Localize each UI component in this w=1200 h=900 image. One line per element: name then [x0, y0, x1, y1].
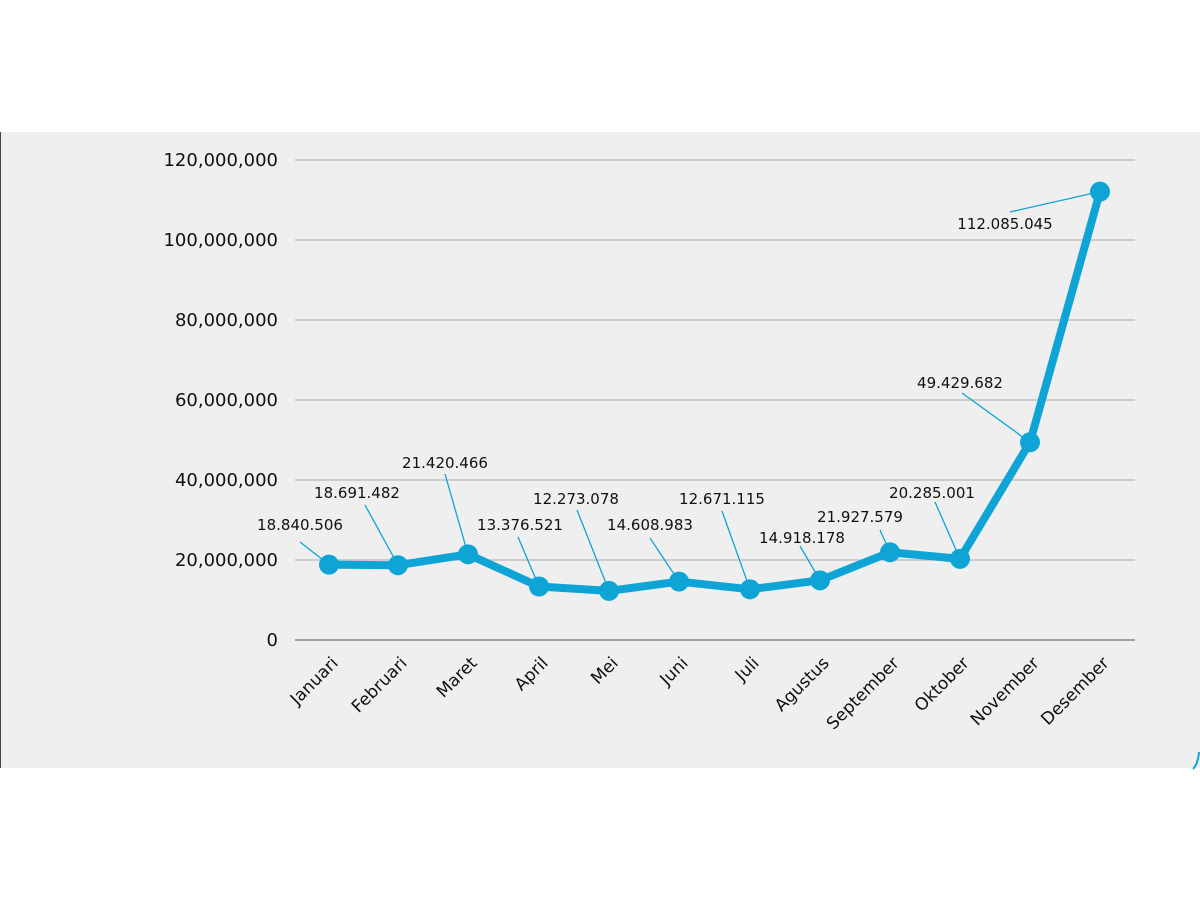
- data-label-leader: [721, 510, 751, 590]
- data-label: 12.671.115: [679, 490, 765, 508]
- data-point: [810, 570, 830, 591]
- data-label: 14.608.983: [607, 516, 693, 534]
- data-label: 112.085.045: [957, 215, 1052, 233]
- y-tick-label: 20,000,000: [175, 550, 278, 571]
- data-label: 20.285.001: [889, 484, 975, 502]
- y-tick-label: 100,000,000: [163, 230, 278, 251]
- data-point: [388, 555, 408, 576]
- data-point: [880, 542, 900, 563]
- data-label-leader: [364, 504, 399, 566]
- data-point: [458, 544, 478, 565]
- data-label-leader: [576, 509, 610, 592]
- chart-background: [0, 132, 1200, 768]
- corner-accent: [1192, 751, 1200, 770]
- data-point: [1020, 432, 1040, 453]
- y-tick-label: 0: [267, 630, 278, 651]
- data-label-leader: [1009, 191, 1101, 213]
- data-label: 21.927.579: [817, 508, 903, 526]
- data-point: [599, 580, 619, 601]
- data-label: 21.420.466: [402, 454, 488, 472]
- data-label: 49.429.682: [917, 374, 1003, 392]
- data-point: [319, 554, 339, 575]
- data-point: [740, 579, 760, 600]
- data-label-leader: [444, 473, 469, 555]
- data-point: [529, 576, 549, 597]
- data-point: [669, 571, 689, 592]
- data-label: 18.691.482: [314, 484, 400, 502]
- y-tick-label: 80,000,000: [175, 310, 278, 331]
- y-tick-label: 120,000,000: [163, 150, 278, 171]
- series-line: [325, 187, 1104, 595]
- data-label: 18.840.506: [257, 516, 343, 534]
- data-label-leader: [961, 392, 1031, 443]
- y-tick-label: 60,000,000: [175, 390, 278, 411]
- data-point: [950, 548, 970, 569]
- data-label: 13.376.521: [477, 516, 563, 534]
- data-label: 12.273.078: [533, 490, 619, 508]
- data-label-leader: [934, 501, 961, 560]
- data-point: [1090, 181, 1110, 202]
- y-tick-label: 40,000,000: [175, 470, 278, 491]
- data-label: 14.918.178: [759, 529, 845, 547]
